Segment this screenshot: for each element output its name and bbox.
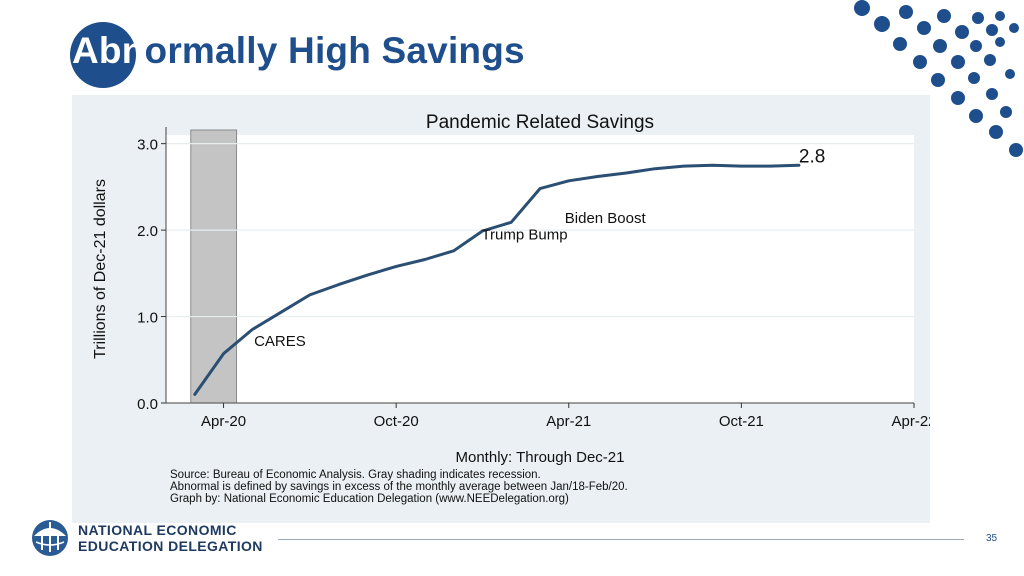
decor-dot	[1009, 23, 1019, 33]
pandemic-savings-chart: 0.0 1.0 2.0 3.0 Apr-20 Oct-20 Apr-21 Oct-21 Apr-…	[92, 112, 930, 466]
recession-shading	[190, 129, 238, 404]
decor-dot	[931, 73, 945, 87]
decor-dot	[874, 16, 890, 32]
decor-dot	[854, 0, 870, 16]
decor-dot	[893, 37, 907, 51]
globe-umbrella-icon	[32, 520, 68, 556]
source-note-1: Source: Bureau of Economic Analysis. Gra…	[170, 469, 541, 481]
decor-dot	[951, 55, 965, 69]
x-tick-label: Apr-21	[546, 413, 591, 430]
chart-title: Pandemic Related Savings	[426, 112, 654, 133]
decor-dot	[899, 5, 913, 19]
y-tick-label: 2.0	[137, 223, 158, 240]
x-tick-label: Oct-20	[374, 413, 419, 430]
decor-dot	[968, 72, 980, 84]
decor-dot	[995, 37, 1005, 47]
page-title-rest: ormally High Savings	[144, 30, 525, 71]
y-axis-label: Trillions of Dec-21 dollars	[92, 179, 109, 359]
decor-dot	[986, 88, 998, 100]
dot-pattern-decoration	[854, 0, 1023, 157]
decor-dot	[955, 25, 969, 39]
decor-dot	[937, 9, 951, 23]
decor-dot	[986, 24, 998, 36]
annotation-trump-bump: Trump Bump	[481, 227, 567, 244]
source-note-3: Graph by: National Economic Education De…	[170, 493, 569, 505]
title-circle-decoration	[70, 22, 136, 88]
annotation-final-value: 2.8	[799, 147, 825, 168]
org-name-line2: EDUCATION DELEGATION	[78, 538, 263, 554]
decor-dot	[1005, 69, 1015, 79]
chart-panel: 0.0 1.0 2.0 3.0 Apr-20 Oct-20 Apr-21 Oct-21 Apr-…	[72, 95, 930, 523]
decor-dot	[1009, 143, 1023, 157]
org-name-line1: NATIONAL ECONOMIC	[78, 522, 237, 538]
y-tick-label: 0.0	[137, 396, 158, 413]
y-tick-label: 1.0	[137, 310, 158, 327]
decor-dot	[995, 11, 1005, 21]
decor-dot	[917, 21, 931, 35]
decor-dot	[951, 91, 965, 105]
decor-dot	[933, 39, 947, 53]
source-note-2: Abnormal is defined by savings in excess…	[170, 481, 628, 493]
decor-dot	[984, 54, 996, 66]
footer-divider	[278, 539, 964, 540]
annotation-biden-boost: Biden Boost	[565, 210, 647, 227]
x-axis-label: Monthly: Through Dec-21	[456, 449, 625, 466]
annotation-cares: CARES	[254, 333, 306, 350]
decor-dot	[989, 125, 1003, 139]
y-tick-label: 3.0	[137, 137, 158, 154]
series-line	[193, 163, 801, 396]
plot-area	[166, 135, 914, 403]
decor-dot	[913, 55, 927, 69]
x-tick-label: Oct-21	[719, 413, 764, 430]
decor-dot	[970, 40, 982, 52]
page-title: Abnormally High Savings	[72, 30, 525, 72]
x-tick-label: Apr-20	[201, 413, 246, 430]
x-tick-label: Apr-22	[891, 413, 930, 430]
decor-dot	[1000, 106, 1012, 118]
decor-dot	[969, 109, 983, 123]
slide-number: 35	[986, 533, 998, 544]
decor-dot	[972, 12, 984, 24]
page-title-lead: Abn	[72, 30, 145, 71]
